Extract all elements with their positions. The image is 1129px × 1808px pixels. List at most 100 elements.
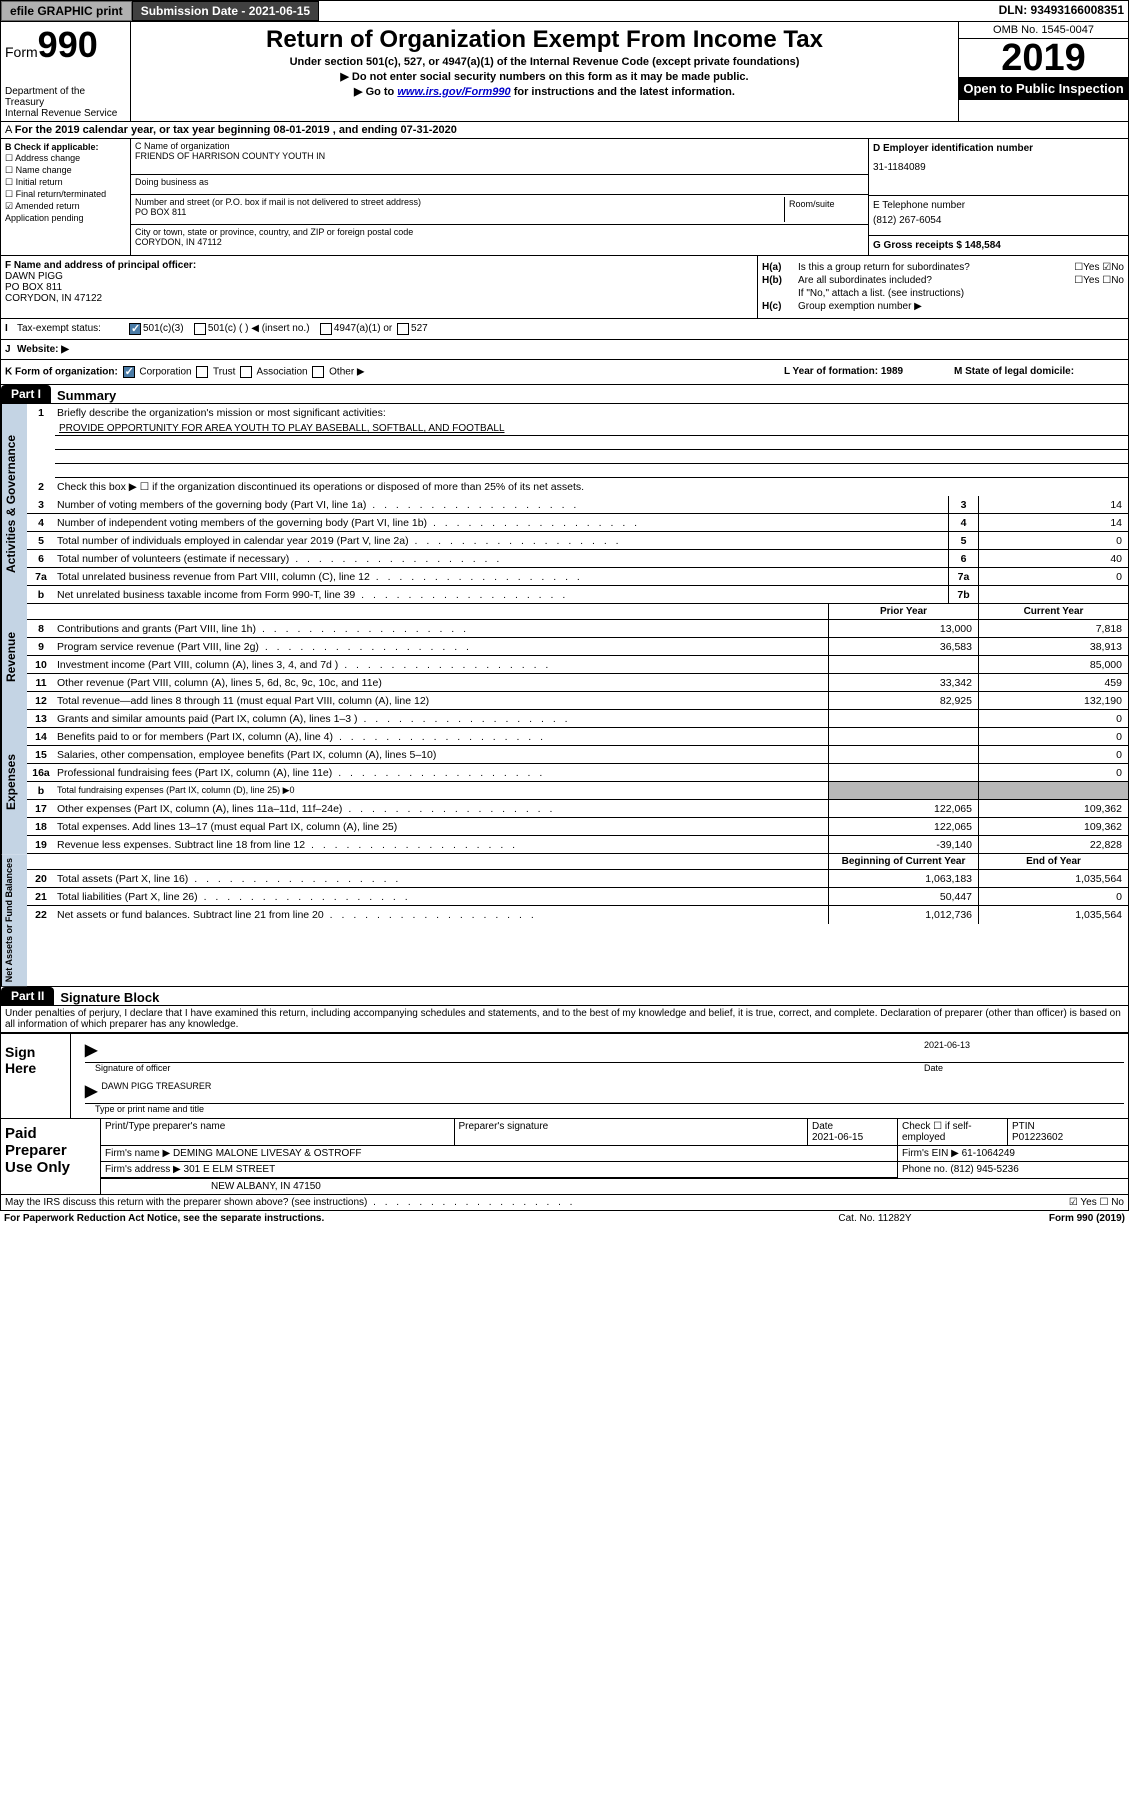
cb-addr-change[interactable]: ☐ Address change [5, 153, 126, 164]
part1-header-row: Part I Summary [0, 385, 1129, 404]
part1-badge: Part I [1, 385, 51, 403]
line1-text: Briefly describe the organization's miss… [55, 405, 1128, 421]
section-fh: F Name and address of principal officer:… [0, 256, 1129, 319]
line6-val: 40 [978, 550, 1128, 567]
date-label: Date [924, 1063, 1124, 1073]
paid-preparer-section: Paid Preparer Use Only Print/Type prepar… [0, 1119, 1129, 1195]
hb-label: H(b) [762, 275, 798, 286]
ha-text: Is this a group return for subordinates? [798, 262, 1024, 273]
gross-box: G Gross receipts $ 148,584 [869, 235, 1128, 255]
top-toolbar: efile GRAPHIC print Submission Date - 20… [0, 0, 1129, 22]
ha-label: H(a) [762, 262, 798, 273]
j-label: J [5, 344, 17, 355]
section-klm: K Form of organization: Corporation Trus… [0, 360, 1129, 385]
sign-here-section: Sign Here ▶2021-06-13 Signature of offic… [0, 1033, 1129, 1119]
cb-501c[interactable] [194, 323, 206, 335]
form-sub2: ▶ Do not enter social security numbers o… [135, 70, 954, 83]
b-header: B Check if applicable: [5, 142, 126, 152]
cb-trust[interactable] [196, 366, 208, 378]
col-begin: Beginning of Current Year [828, 854, 978, 869]
arrow-icon: ▶ [85, 1081, 97, 1101]
sig-date: 2021-06-13 [924, 1040, 1124, 1060]
j-text: Website: ▶ [17, 344, 69, 355]
officer-box: F Name and address of principal officer:… [1, 256, 758, 318]
col-prior: Prior Year [828, 604, 978, 619]
cb-amended[interactable]: ☑ Amended return [5, 201, 126, 212]
col-current: Current Year [978, 604, 1128, 619]
cb-initial[interactable]: ☐ Initial return [5, 177, 126, 188]
cb-501c3[interactable] [129, 323, 141, 335]
street-value: PO BOX 811 [135, 207, 784, 217]
cb-final[interactable]: ☐ Final return/terminated [5, 189, 126, 200]
cb-corp[interactable] [123, 366, 135, 378]
form-sub1: Under section 501(c), 527, or 4947(a)(1)… [135, 56, 954, 68]
i-text: Tax-exempt status: [17, 323, 127, 335]
room-label: Room/suite [784, 197, 864, 222]
discuss-text: May the IRS discuss this return with the… [5, 1197, 1069, 1208]
cb-527[interactable] [397, 323, 409, 335]
period-row: A For the 2019 calendar year, or tax yea… [0, 122, 1129, 139]
discuss-row: May the IRS discuss this return with the… [0, 1195, 1129, 1211]
dba-label: Doing business as [135, 177, 864, 187]
ein-value: 31-1184089 [873, 162, 1124, 173]
form990-link[interactable]: www.irs.gov/Form990 [397, 86, 510, 98]
vtab-governance: Activities & Governance [1, 404, 27, 604]
cb-4947[interactable] [320, 323, 332, 335]
efile-button[interactable]: efile GRAPHIC print [1, 1, 132, 21]
officer-addr2: CORYDON, IN 47122 [5, 293, 753, 304]
city-row: City or town, state or province, country… [131, 225, 868, 255]
i-label: I [5, 323, 17, 335]
d-label: D Employer identification number [873, 143, 1124, 154]
submission-button[interactable]: Submission Date - 2021-06-15 [132, 1, 319, 21]
cb-name-change[interactable]: ☐ Name change [5, 165, 126, 176]
cb-pending[interactable]: Application pending [5, 213, 126, 223]
ein-box: D Employer identification number 31-1184… [869, 139, 1128, 195]
line7b-val [978, 586, 1128, 603]
cb-other[interactable] [312, 366, 324, 378]
inspection-label: Open to Public Inspection [959, 77, 1128, 100]
sign-here-label: Sign Here [1, 1034, 71, 1118]
irs-label: Internal Revenue Service [5, 108, 126, 119]
ha-yn[interactable]: ☐Yes ☑No [1024, 262, 1124, 273]
form-title: Return of Organization Exempt From Incom… [135, 26, 954, 54]
line4-val: 14 [978, 514, 1128, 531]
f-label: F Name and address of principal officer: [5, 260, 753, 271]
part2-badge: Part II [1, 987, 54, 1005]
part2-title: Signature Block [54, 990, 159, 1005]
hb-text: Are all subordinates included? [798, 275, 1024, 286]
declaration-text: Under penalties of perjury, I declare th… [0, 1006, 1129, 1033]
paperwork-notice: For Paperwork Reduction Act Notice, see … [4, 1213, 775, 1224]
city-label: City or town, state or province, country… [135, 227, 864, 237]
officer-addr1: PO BOX 811 [5, 282, 753, 293]
footer-row: For Paperwork Reduction Act Notice, see … [0, 1211, 1129, 1226]
hb-yn[interactable]: ☐Yes ☐No [1024, 275, 1124, 286]
tax-status-row: I Tax-exempt status: 501(c)(3) 501(c) ( … [0, 319, 1129, 340]
e-label: E Telephone number [873, 200, 1124, 211]
hc-text: Group exemption number ▶ [798, 301, 1124, 312]
group-return-box: H(a)Is this a group return for subordina… [758, 256, 1128, 318]
form-year-box: OMB No. 1545-0047 2019 Open to Public In… [958, 22, 1128, 121]
form-sub3: ▶ Go to www.irs.gov/Form990 for instruct… [135, 85, 954, 98]
vtab-netassets: Net Assets or Fund Balances [1, 854, 27, 986]
tax-year: 2019 [959, 39, 1128, 77]
hc-label: H(c) [762, 301, 798, 312]
org-name: FRIENDS OF HARRISON COUNTY YOUTH IN [135, 151, 864, 161]
dba-row: Doing business as [131, 175, 868, 195]
org-info-column: C Name of organization FRIENDS OF HARRIS… [131, 139, 868, 255]
name-title-label: Type or print name and title [95, 1104, 1124, 1114]
form-title-box: Return of Organization Exempt From Incom… [131, 22, 958, 121]
form-header: Form990 Department of the Treasury Inter… [0, 22, 1129, 122]
phone-box: E Telephone number (812) 267-6054 [869, 195, 1128, 235]
form-org-row: K Form of organization: Corporation Trus… [5, 366, 784, 378]
arrow-icon: ▶ [85, 1040, 97, 1060]
officer-name: DAWN PIGG [5, 271, 753, 282]
officer-name-title: DAWN PIGG TREASURER [101, 1081, 211, 1101]
c-label: C Name of organization [135, 141, 864, 151]
discuss-yn[interactable]: ☑ Yes ☐ No [1069, 1197, 1124, 1208]
form-number: 990 [38, 24, 98, 65]
state-domicile: M State of legal domicile: [954, 366, 1124, 378]
cb-assoc[interactable] [240, 366, 252, 378]
checkbox-column: B Check if applicable: ☐ Address change … [1, 139, 131, 255]
form-label: Form [5, 44, 38, 60]
line2-text: Check this box ▶ ☐ if the organization d… [55, 479, 1128, 495]
